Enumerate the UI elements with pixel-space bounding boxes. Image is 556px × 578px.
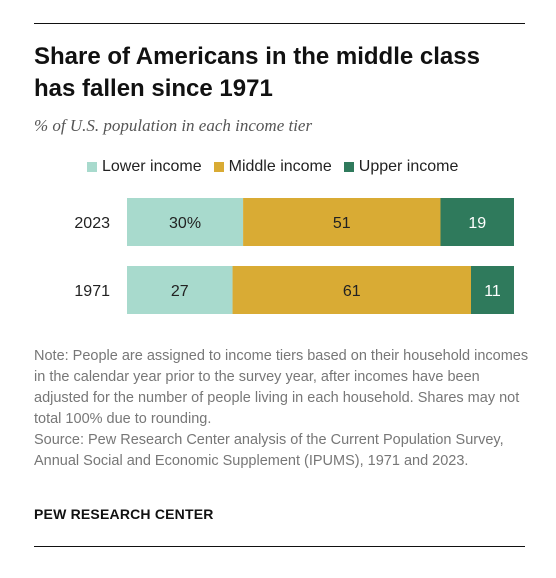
legend-label-upper: Upper income <box>358 158 459 175</box>
legend-swatch-middle <box>213 162 224 172</box>
legend-item-upper: Upper income <box>343 158 459 176</box>
bar-1971-lower-income <box>127 266 233 314</box>
data-label-1971-upper-income: 11 <box>484 283 501 300</box>
legend-item-middle: Middle income <box>213 158 332 176</box>
data-label-2023-middle-income: 51 <box>333 215 351 232</box>
bar-2023-middle-income <box>243 198 441 246</box>
legend-item-lower: Lower income <box>87 158 202 176</box>
bar-2023-lower-income <box>127 198 244 246</box>
chart-notes: Note: People are assigned to income tier… <box>34 346 529 472</box>
bar-1971-middle-income <box>232 266 471 314</box>
note-text: Note: People are assigned to income tier… <box>34 348 529 427</box>
data-label-1971-middle-income: 61 <box>343 283 361 300</box>
bar-2023-upper-income <box>440 198 514 246</box>
legend-swatch-lower <box>87 162 97 172</box>
legend-label-lower: Lower income <box>102 158 202 175</box>
data-label-2023-lower-income: 30% <box>169 215 201 232</box>
brand-logo-text: PEW RESEARCH CENTER <box>34 506 214 522</box>
data-label-2023-upper-income: 19 <box>468 215 486 232</box>
bottom-rule <box>34 546 525 547</box>
bar-1971-upper-income <box>471 266 514 314</box>
legend-swatch-upper <box>343 162 354 172</box>
top-rule <box>34 23 525 24</box>
legend-label-middle: Middle income <box>228 158 332 175</box>
data-label-1971-lower-income: 27 <box>171 283 189 300</box>
category-label-2023: 2023 <box>74 215 110 232</box>
chart-title: Share of Americans in the middle class h… <box>34 43 480 102</box>
category-label-1971: 1971 <box>74 283 110 300</box>
chart-subtitle: % of U.S. population in each income tier <box>34 116 313 135</box>
chart-legend: Lower income Middle income Upper income <box>87 158 470 176</box>
source-text: Source: Pew Research Center analysis of … <box>34 432 504 469</box>
